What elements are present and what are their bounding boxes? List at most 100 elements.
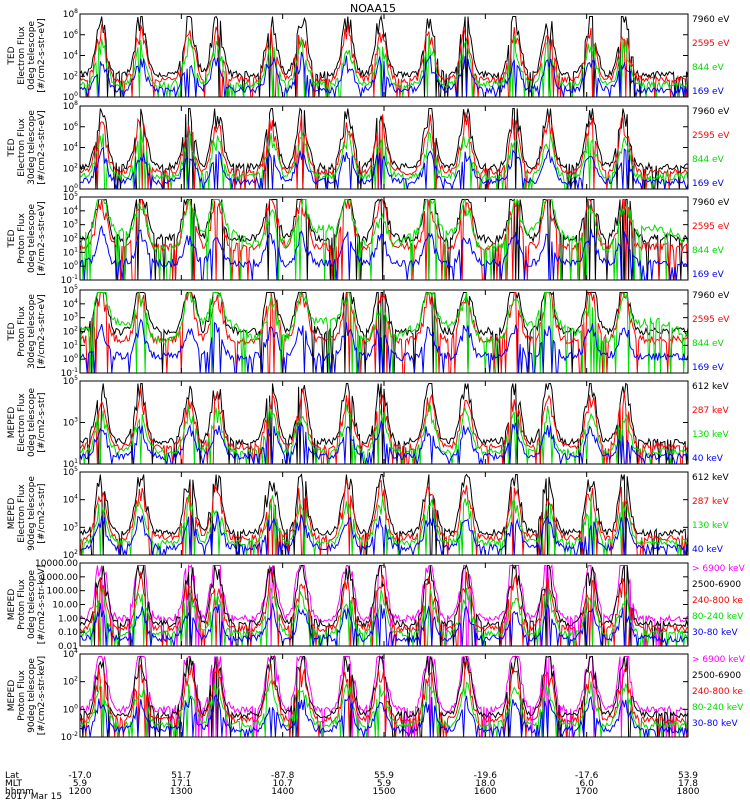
y-tick-label: 102 [63,549,78,561]
series-black-trace [80,14,688,97]
x-tick-hhmm: 1800 [677,787,700,797]
panel-8: 10-2 100 102 104 MEPED Proton Flux 90deg teles… [7,648,746,743]
x-tick-hhmm: 1300 [170,787,193,797]
series-red-trace [80,479,688,555]
y-tick-label: 100 [63,183,78,195]
y-tick-label: 10000.00 [35,559,78,569]
legend-entry: 7960 eV [692,107,730,117]
y-tick-label: 101 [63,339,78,351]
y-tick-label: 10-2 [61,731,79,743]
x-tick-lat: 51.7 [171,771,191,781]
y-axis-label-line: [#/cm2-s-str-eV] [37,110,47,185]
y-tick-label: 100.00 [47,587,79,597]
series-blue-trace [80,146,688,189]
series-green-trace [80,198,688,280]
series-red-trace [80,197,688,280]
x-tick-lat: 55.9 [374,771,394,781]
y-axis-label-line: Proton Flux [17,579,27,630]
series-green-trace [80,587,688,646]
y-tick-label: 104 [63,494,78,506]
panel-2: 100 102 104 106 108 TED Electron Flux 30deg tel… [7,100,730,195]
legend-entry: 240-800 ke [692,687,743,697]
y-tick-label: 0.01 [58,642,78,652]
y-tick-label: 103 [63,219,78,231]
y-axis-label-line: [#/cm2-s-str-eV] [37,18,47,93]
y-axis-label-line: Electron Flux [17,393,27,452]
y-axis-label-line: TED [7,322,17,341]
y-axis-label-line: 90deg telescope [27,658,37,733]
series-red-trace [80,112,688,189]
y-tick-label: 102 [63,70,78,82]
y-tick-label: 103 [63,521,78,533]
x-row-label: 2017 Mar 15 [5,792,62,800]
legend-entry: 130 keV [692,430,729,440]
y-tick-label: 105 [63,375,78,387]
x-row-label: MLT [5,779,23,789]
series-black-trace [80,198,688,280]
panel-1: 100 102 104 106 108 TED Electron Flux 0deg tele… [7,8,730,103]
series-black-trace [80,473,688,555]
y-tick-label: 104 [63,298,78,310]
legend-entry: 612 keV [692,382,729,392]
legend-entry: 80-240 keV [692,612,744,622]
series-black-trace [80,563,688,646]
x-tick-lat: 53.9 [678,771,698,781]
series-blue-trace [80,224,688,280]
x-tick-hhmm: 1200 [69,787,92,797]
y-axis-label-line: Electron Flux [17,484,27,543]
y-tick-label: 101 [63,246,78,258]
y-tick-label: 102 [63,162,78,174]
x-tick-hhmm: 1700 [575,787,598,797]
y-tick-label: 1.00 [58,614,78,624]
y-tick-label: 102 [63,233,78,245]
y-axis-label-line: TED [7,229,17,248]
series-black-trace [80,107,688,189]
y-tick-label: 100 [63,353,78,365]
y-axis-label-line: MEPED [7,407,17,439]
y-axis-label-line: 30deg telescope [27,110,37,185]
x-tick-hhmm: 1600 [474,787,497,797]
y-tick-label: 106 [63,29,78,41]
series-blue-trace [80,318,688,373]
y-tick-label: 104 [63,50,78,62]
y-axis-label-line: 30deg telescope [27,294,37,369]
y-axis-label-line: MEPED [7,498,17,530]
y-tick-label: 104 [63,142,78,154]
x-tick-lat: -87.8 [271,771,295,781]
y-axis-label-line: Electron Flux [17,118,27,177]
series-green-trace [80,403,688,464]
y-axis-label-line: TED [7,138,17,157]
y-tick-label: 10.00 [52,601,78,611]
x-tick-mlt: 17.8 [678,779,698,789]
x-tick-lat: -17.0 [68,771,92,781]
series-green-trace [80,35,688,97]
legend-entry: 30-80 keV [692,628,738,638]
legend-entry: 844 eV [692,339,725,349]
legend-entry: 844 eV [692,246,725,256]
y-axis-label-line: Proton Flux [17,670,27,721]
x-row-label: Lat [5,771,20,781]
y-tick-label: 102 [63,676,78,688]
y-axis-label-line: 0deg telescope [27,21,37,91]
y-axis-label-line: Proton Flux [17,213,27,264]
x-tick-lat: -19.6 [474,771,498,781]
series-red-trace [80,387,688,464]
legend-entry: 7960 eV [692,198,730,208]
y-tick-label: 106 [63,121,78,133]
y-axis-label-line: 0deg telescope [27,204,37,274]
legend-entry: 40 keV [692,454,724,464]
series-blue-trace [80,51,688,97]
panel-7: 0.01 0.10 1.00 10.00 100.00 1000.00 10000.00 ME… [7,559,746,652]
y-tick-label: 10-1 [61,274,79,286]
legend-entry: 7960 eV [692,15,730,25]
y-axis-label-line: [#/cm2-s-str-eV] [37,294,47,369]
chart-title: NOAA15 [350,2,396,15]
legend-entry: 169 eV [692,363,725,373]
legend-entry: 2595 eV [692,131,730,141]
series-blue-trace [80,511,688,555]
legend-entry: 2500-6900 [692,580,741,590]
series-green-trace [80,679,688,737]
